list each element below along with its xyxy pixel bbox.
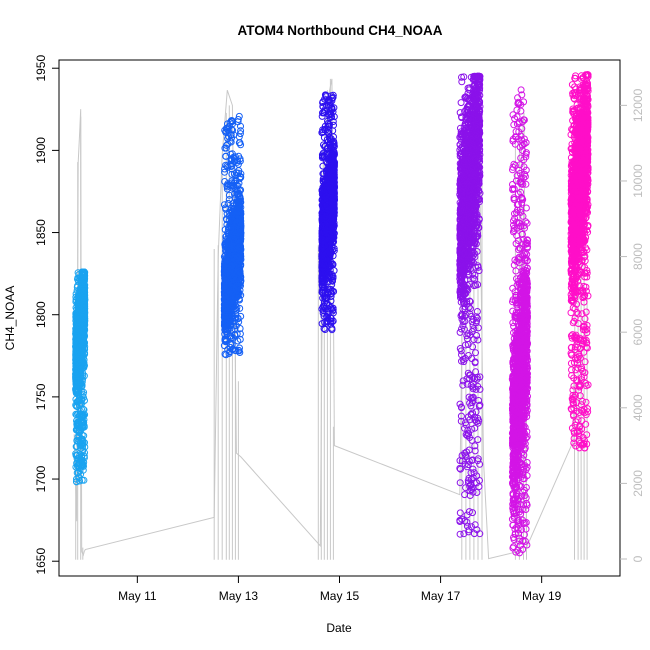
data-point — [81, 311, 89, 319]
data-point — [74, 369, 81, 376]
data-point — [77, 357, 84, 364]
chart-title: ATOM4 Northbound CH4_NOAA — [238, 23, 443, 38]
data-point — [72, 452, 80, 460]
data-point — [78, 289, 86, 297]
data-point — [74, 318, 82, 326]
data-point — [76, 440, 84, 447]
data-point — [79, 462, 87, 469]
data-point — [76, 477, 84, 485]
data-point — [80, 372, 88, 380]
data-point — [73, 469, 81, 477]
data-point — [81, 296, 89, 304]
data-point — [76, 339, 84, 347]
data-point — [75, 474, 83, 482]
data-point — [74, 329, 81, 337]
data-point — [79, 421, 87, 429]
data-point — [77, 410, 85, 418]
data-point — [73, 345, 81, 353]
y-axis-label: CH4_NOAA — [3, 286, 17, 351]
data-point — [78, 296, 86, 304]
data-point — [72, 372, 80, 380]
data-point — [72, 401, 80, 409]
data-point — [75, 419, 83, 427]
data-point — [73, 478, 80, 486]
data-point — [74, 410, 82, 418]
data-point — [72, 367, 80, 375]
data-point — [75, 429, 83, 437]
data-point — [78, 335, 85, 343]
data-point — [74, 388, 82, 396]
data-point — [75, 401, 83, 409]
data-point — [77, 453, 85, 461]
series-group-2 — [220, 112, 245, 359]
series-group-1 — [72, 268, 89, 486]
data-point — [77, 367, 85, 375]
data-point — [76, 361, 84, 369]
data-point — [76, 323, 84, 331]
data-point — [78, 437, 86, 445]
data-point — [78, 458, 86, 465]
data-point — [80, 422, 88, 430]
data-point — [72, 375, 80, 383]
data-point — [75, 271, 83, 278]
data-point — [77, 445, 85, 452]
data-point — [78, 412, 86, 420]
data-point — [80, 278, 88, 285]
x-axis-label: Date — [326, 621, 352, 635]
data-point — [75, 395, 83, 402]
data-point — [75, 353, 83, 361]
data-point — [80, 280, 87, 288]
points-layer — [72, 71, 592, 557]
data-point — [75, 427, 83, 435]
